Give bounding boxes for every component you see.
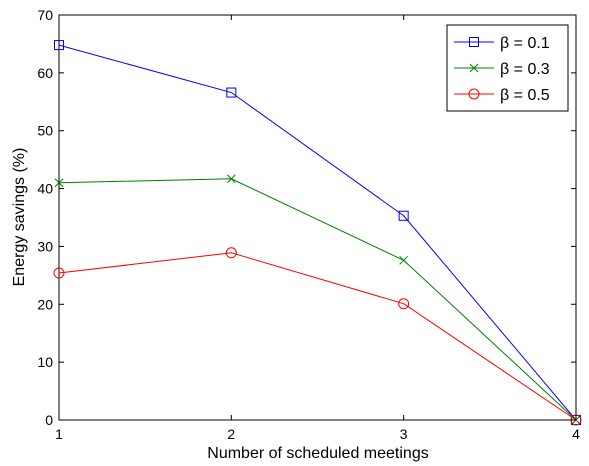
y-tick-label: 20: [37, 296, 53, 312]
y-tick-label: 60: [37, 65, 53, 81]
legend-label-2: β = 0.3: [500, 61, 550, 78]
y-axis-title: Energy savings (%): [11, 148, 28, 287]
y-tick-label: 50: [37, 123, 53, 139]
y-tick-label: 70: [37, 7, 53, 23]
legend-label-1: β = 0.1: [500, 35, 550, 52]
x-tick-label: 4: [572, 426, 580, 442]
x-tick-label: 1: [55, 426, 63, 442]
legend: β = 0.1 β = 0.3 β = 0.5: [447, 25, 568, 111]
x-tick-label: 2: [227, 426, 235, 442]
x-tick-label: 3: [400, 426, 408, 442]
y-tick-label: 10: [37, 354, 53, 370]
y-tick-label: 30: [37, 238, 53, 254]
x-axis-title: Number of scheduled meetings: [207, 445, 428, 462]
y-tick-label: 0: [45, 412, 53, 428]
legend-label-3: β = 0.5: [500, 87, 550, 104]
y-tick-label: 40: [37, 181, 53, 197]
